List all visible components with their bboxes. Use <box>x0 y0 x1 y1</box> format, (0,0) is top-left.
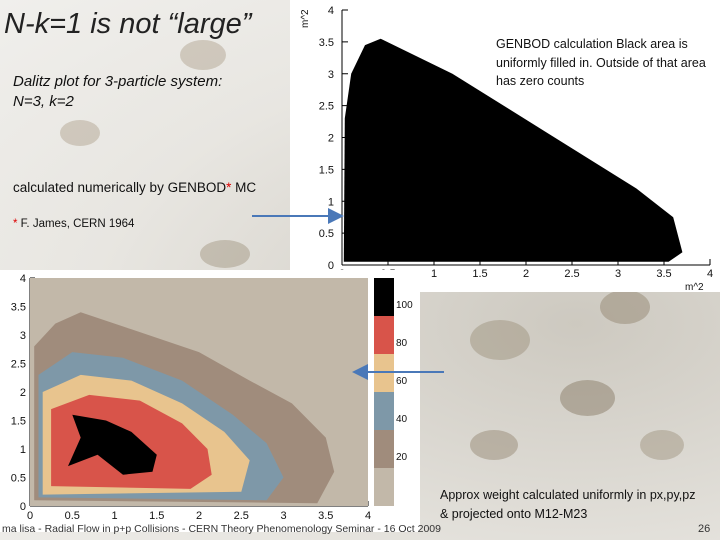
snail-decoration <box>60 120 100 146</box>
slide-title: N-k=1 is not “large” <box>4 8 252 40</box>
genbod-region-path <box>343 38 683 262</box>
note-star: * <box>13 218 18 230</box>
reference-note: * F. James, CERN 1964 <box>13 218 134 230</box>
heatmap-x-tick-label: 0.5 <box>65 510 80 522</box>
colorbar-segment <box>374 316 394 354</box>
genbod-y-tick-label: 2.5 <box>319 101 334 113</box>
genbod-x-tick-label: 2.5 <box>564 268 579 280</box>
heatmap-y-tick-label: 4 <box>20 273 26 285</box>
heatmap-y-tick-label: 3 <box>20 330 26 342</box>
heatmap-plot-svg: 0 0.5 1 1.5 2 2.5 3 3.5 400.511.522.533.54 20406… <box>11 262 413 522</box>
genbod-y-tick-label: 1 <box>328 196 334 208</box>
heatmap-y-tick-label: 1 <box>20 444 26 456</box>
snail-decoration <box>200 240 250 268</box>
heatmap-x-tick-label: 2 <box>196 510 202 522</box>
heatmap-y-tick-label: 2.5 <box>11 359 26 371</box>
snail-decoration <box>560 380 615 416</box>
page-number: 26 <box>698 523 711 535</box>
slide-subtitle: Dalitz plot for 3-particle system: N=3, … <box>13 72 222 112</box>
heatmap-y-tick-label: 3.5 <box>11 302 26 314</box>
genbod-x-tick-label: 3.5 <box>656 268 671 280</box>
genbod-x-tick-label: 4 <box>707 268 713 280</box>
heatmap-x-tick-label: 4 <box>365 510 371 522</box>
genbod-x-axis-label: m^2 <box>685 282 704 292</box>
colorbar-tick-label: 60 <box>396 376 408 387</box>
genbod-y-tick-label: 4 <box>328 5 334 17</box>
genbod-filled-region <box>343 38 683 262</box>
slide-footer: ma lisa - Radial Flow in p+p Collisions … <box>2 523 441 535</box>
heatmap-y-tick-label: 0 <box>20 501 26 513</box>
heatmap-x-tick-label: 1 <box>111 510 117 522</box>
calc-text-main: calculated numerically by GENBOD <box>13 180 227 195</box>
calc-suffix: MC <box>231 180 257 195</box>
heatmap-contour-band <box>68 414 157 475</box>
genbod-y-tick-label: 0.5 <box>319 228 334 240</box>
snail-decoration <box>600 290 650 324</box>
heatmap-y-tick-label: 1.5 <box>11 416 26 428</box>
genbod-note: GENBOD calculation Black area is uniform… <box>496 37 706 88</box>
calc-text: calculated numerically by GENBOD* MC <box>13 180 256 195</box>
heatmap-x-tick-label: 3.5 <box>318 510 333 522</box>
heatmap-y-tick-label: 0.5 <box>11 473 26 485</box>
snail-decoration <box>470 320 530 360</box>
genbod-x-tick-label: 1 <box>431 268 437 280</box>
genbod-x-tick-label: 2 <box>523 268 529 280</box>
snail-decoration <box>470 430 518 460</box>
genbod-x-tick-label: 1.5 <box>472 268 487 280</box>
genbod-x-tick-label: 3 <box>615 268 621 280</box>
snail-decoration <box>640 430 684 460</box>
heatmap-y-tick-label: 2 <box>20 387 26 399</box>
genbod-y-tick-label: 0 <box>328 260 334 272</box>
heatmap-contours <box>30 278 368 506</box>
approx-weight-note: Approx weight calculated uniformly in px… <box>440 488 696 521</box>
genbod-y-tick-label: 3.5 <box>319 37 334 49</box>
colorbar-segment <box>374 278 394 316</box>
heatmap-x-tick-label: 3 <box>280 510 286 522</box>
genbod-y-tick-label: 1.5 <box>319 164 334 176</box>
colorbar-tick-label: 40 <box>396 414 408 425</box>
colorbar-tick-label: 80 <box>396 338 408 349</box>
colorbar-tick-label: 20 <box>396 452 408 463</box>
calc-star: * <box>226 180 232 195</box>
heatmap-colorbar: 20406080100120 <box>374 262 413 506</box>
heatmap-x-tick-label: 2.5 <box>234 510 249 522</box>
colorbar-segment <box>374 392 394 430</box>
snail-decoration <box>180 40 226 70</box>
genbod-y-tick-label: 3 <box>328 69 334 81</box>
genbod-y-axis-label: m^2 <box>300 9 311 28</box>
subtitle-line-2: N=3, k=2 <box>13 93 74 110</box>
heatmap-x-tick-label: 1.5 <box>149 510 164 522</box>
note-text: F. James, CERN 1964 <box>17 218 135 230</box>
colorbar-tick-label: 100 <box>396 300 413 311</box>
colorbar-segment <box>374 468 394 506</box>
weighted-dalitz-heatmap: 0 0.5 1 1.5 2 2.5 3 3.5 4 0 0.5 1 1.5 2 2.5 3 3.5 4 20 40 6… <box>0 262 420 532</box>
heatmap-x-tick-label: 0 <box>27 510 33 522</box>
colorbar-segment <box>374 430 394 468</box>
subtitle-line-1: Dalitz plot for 3-particle system: <box>13 73 223 90</box>
genbod-y-tick-label: 2 <box>328 133 334 145</box>
